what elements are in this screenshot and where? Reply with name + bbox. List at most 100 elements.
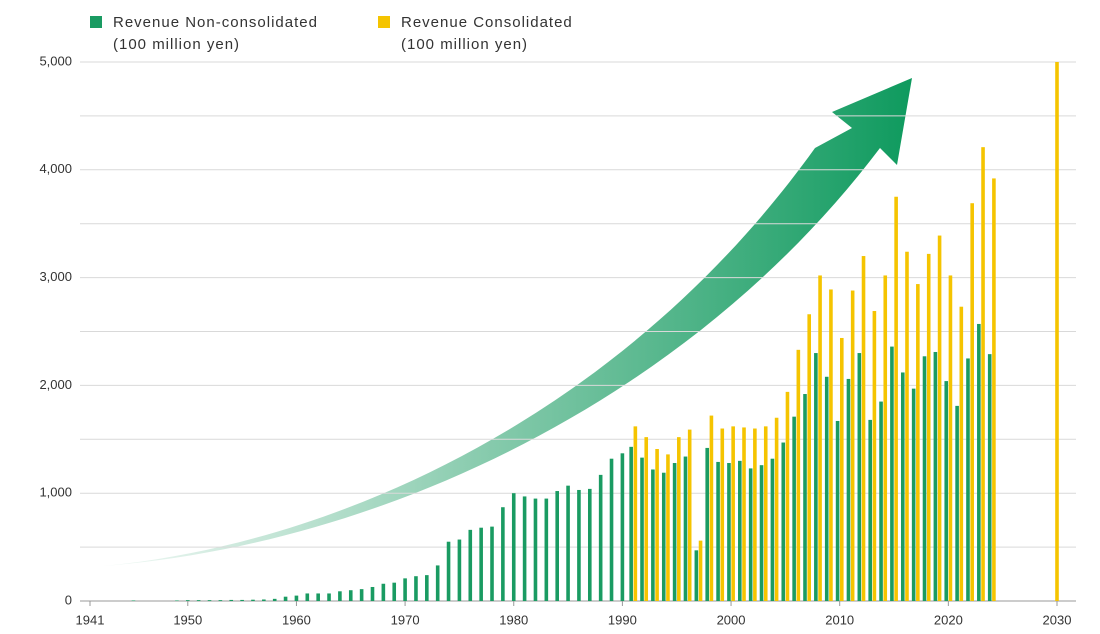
bar: [748, 468, 753, 601]
x-tick-label: 1960: [282, 612, 311, 627]
legend-unit: (100 million yen): [401, 36, 528, 53]
bar: [835, 420, 840, 601]
bar: [770, 458, 775, 601]
bar: [131, 600, 136, 601]
bar: [785, 391, 790, 601]
bar: [403, 578, 407, 601]
bar: [218, 600, 223, 601]
bar: [629, 446, 633, 601]
bar: [316, 593, 320, 601]
bar: [948, 275, 953, 601]
bar: [683, 456, 688, 601]
bar: [944, 381, 949, 601]
legend-label: Revenue Consolidated: [401, 14, 573, 31]
bar: [587, 488, 592, 601]
bar: [839, 337, 844, 601]
bar: [283, 596, 288, 601]
bar: [911, 388, 916, 601]
bar: [609, 458, 614, 601]
bar: [890, 346, 894, 601]
x-tick-label: 2030: [1043, 612, 1072, 627]
bar: [883, 275, 888, 601]
x-tick-label: 2020: [934, 612, 963, 627]
x-tick-label: 1970: [391, 612, 420, 627]
bar: [937, 235, 942, 602]
legend-unit: (100 million yen): [113, 36, 240, 53]
bar: [305, 593, 310, 601]
bar: [196, 600, 201, 601]
bar: [694, 550, 699, 601]
bar: [522, 496, 527, 601]
bar: [829, 289, 833, 601]
bar: [272, 598, 277, 601]
bar: [905, 251, 909, 601]
bar: [970, 203, 974, 601]
bar: [229, 599, 234, 601]
x-tick-label: 2010: [825, 612, 854, 627]
bar: [677, 437, 681, 601]
y-tick-label: 2,000: [39, 377, 72, 392]
bar: [818, 275, 822, 601]
bar: [666, 454, 670, 601]
bar: [207, 600, 212, 601]
y-tick-label: 4,000: [39, 161, 72, 176]
bar: [742, 427, 746, 601]
bar: [959, 306, 964, 601]
bar: [511, 493, 516, 601]
bar: [359, 589, 364, 601]
bar: [861, 256, 866, 601]
bar: [781, 442, 786, 601]
bar: [370, 586, 375, 601]
x-tick-label: 1941: [76, 612, 105, 627]
bar: [457, 539, 462, 601]
bar: [501, 507, 505, 601]
bar: [850, 290, 855, 601]
bar: [796, 349, 801, 601]
bar: [900, 372, 905, 601]
bar: [698, 540, 703, 601]
bar: [479, 527, 483, 601]
bar: [425, 575, 429, 601]
bar: [763, 426, 768, 601]
bar: [577, 489, 581, 601]
bar: [738, 460, 742, 601]
bar: [926, 253, 931, 601]
bar: [709, 415, 714, 601]
bar: [566, 485, 570, 601]
bar: [872, 311, 877, 601]
y-tick-label: 0: [65, 592, 72, 607]
y-tick-label: 5,000: [39, 53, 72, 68]
bar: [987, 354, 992, 601]
bar: [661, 472, 666, 601]
bar: [894, 196, 898, 601]
bar: [381, 583, 386, 601]
x-tick-label: 1950: [173, 612, 202, 627]
bar: [955, 405, 959, 601]
bar: [992, 178, 996, 601]
bar: [868, 419, 872, 601]
bar: [916, 284, 920, 601]
bar: [620, 453, 625, 601]
bar: [857, 353, 862, 601]
bar: [544, 498, 549, 601]
bar: [1055, 62, 1059, 601]
bar: [846, 378, 851, 601]
bar: [651, 469, 655, 601]
bar: [294, 595, 299, 601]
bar: [814, 353, 818, 601]
bar: [824, 376, 829, 601]
bar: [338, 591, 342, 601]
bar: [655, 449, 659, 601]
bar: [933, 351, 938, 601]
bar: [251, 599, 255, 601]
x-tick-label: 1980: [499, 612, 528, 627]
bar: [644, 437, 649, 601]
bar: [392, 582, 397, 601]
bar: [731, 426, 735, 601]
bar: [774, 417, 779, 601]
bar: [598, 474, 603, 601]
legend-label: Revenue Non-consolidated: [113, 14, 318, 31]
legend-swatch: [378, 16, 390, 28]
y-tick-label: 1,000: [39, 485, 72, 500]
